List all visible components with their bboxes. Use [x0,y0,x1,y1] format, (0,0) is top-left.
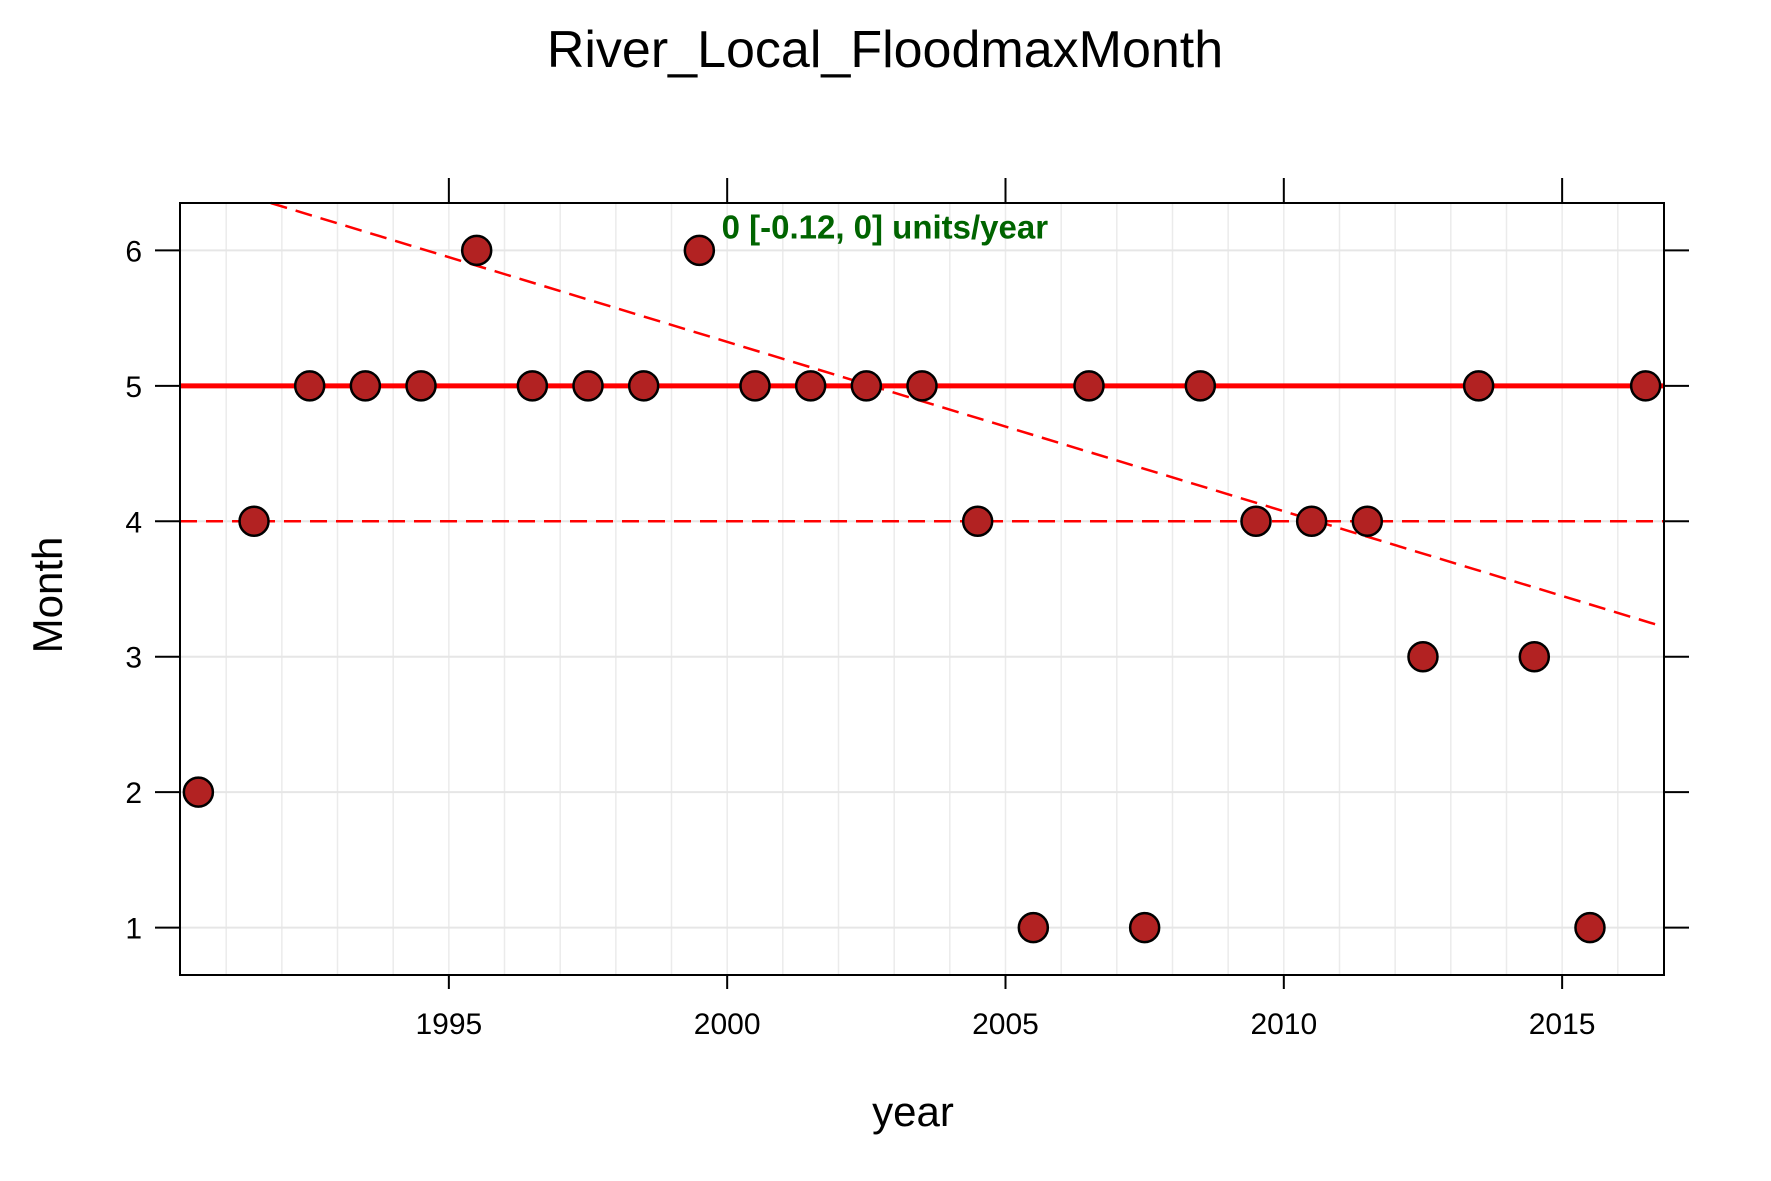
data-point [1629,370,1662,402]
data-points [182,234,1662,944]
data-point [1462,370,1495,402]
data-point [1073,370,1105,402]
trend-line [270,201,1665,629]
data-point [238,505,270,538]
data-point [1407,640,1439,673]
data-point [460,234,493,267]
y-tick-label: 4 [125,506,142,539]
data-point [516,370,549,402]
y-tick-label: 5 [125,371,142,404]
data-point [1518,640,1551,673]
data-point [850,370,883,402]
data-point [794,370,827,402]
x-tick-label: 2005 [972,1008,1039,1041]
y-tick-label: 2 [125,777,142,810]
data-point [1184,370,1217,402]
data-point [739,370,771,402]
reference-lines [180,201,1665,629]
x-tick-label: 2015 [1529,1008,1596,1041]
x-axis-title: year [872,1088,954,1135]
data-point [572,370,604,402]
data-point [1574,911,1606,944]
data-point [906,370,938,402]
y-tick-label: 1 [125,913,142,946]
chart-title: River_Local_FloodmaxMonth [547,21,1223,79]
data-point [182,776,215,808]
data-point [1351,505,1384,538]
data-point [683,234,716,267]
data-point [1240,505,1272,538]
data-point [1128,911,1161,944]
grid [180,203,1664,975]
y-axis-title: Month [24,537,71,654]
x-axis-ticks: 1995 2000 2005 2010 2015 [415,178,1596,1041]
x-tick-label: 1995 [415,1008,482,1041]
data-point [349,370,382,402]
data-point [1017,911,1050,944]
data-point [627,370,660,402]
x-tick-label: 2000 [694,1008,761,1041]
trend-annotation: 0 [-0.12, 0] units/year [722,208,1049,245]
data-point [961,505,994,538]
y-axis-ticks: 1 2 3 4 5 6 [125,235,1689,946]
plot-frame [179,202,1665,976]
y-tick-label: 3 [125,642,142,675]
data-point [293,370,326,402]
data-point [405,370,437,402]
x-tick-label: 2010 [1250,1008,1317,1041]
data-point [1295,505,1328,538]
y-tick-label: 6 [125,235,142,268]
